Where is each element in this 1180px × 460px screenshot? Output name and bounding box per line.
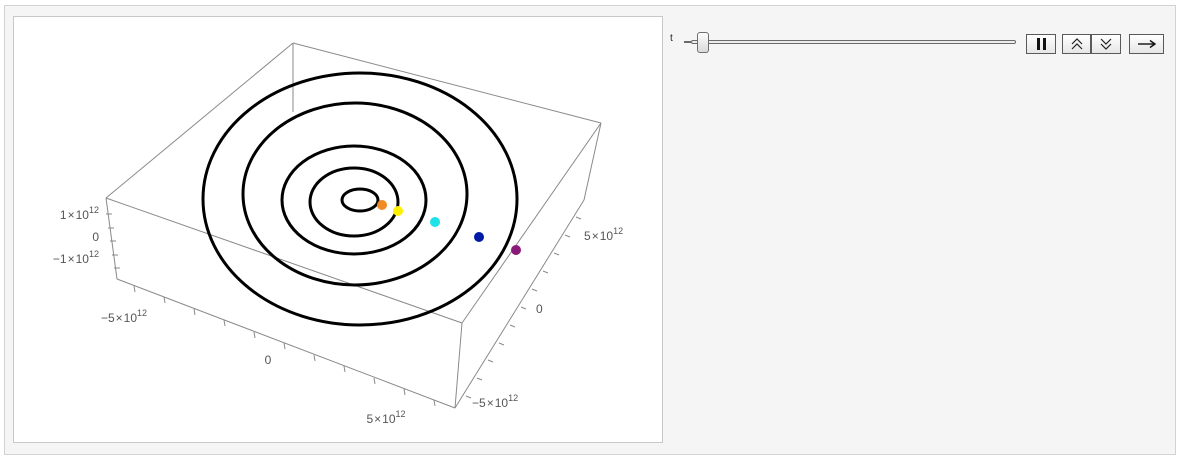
box-edge bbox=[105, 42, 294, 199]
box-edge bbox=[454, 199, 585, 409]
box-edge bbox=[461, 122, 602, 324]
planet-marker-blue bbox=[474, 232, 484, 242]
bounding-box bbox=[105, 42, 602, 409]
box-edge bbox=[583, 122, 602, 201]
double-chevron-down-icon bbox=[1100, 38, 1112, 50]
orbit-1 bbox=[340, 187, 380, 213]
slower-button[interactable] bbox=[1091, 34, 1121, 54]
plot-3d-panel[interactable]: 1×1012 0 −1×1012 −5×1012 0 5×1012 5×1012… bbox=[13, 16, 663, 443]
z-tick-label: 1×1012 bbox=[60, 205, 99, 222]
box-edge bbox=[105, 197, 463, 324]
x-tick-label: −5×1012 bbox=[101, 308, 147, 325]
y-tick-label: −5×1012 bbox=[472, 393, 518, 410]
orbit-5 bbox=[201, 71, 519, 327]
planet-marker-orange bbox=[377, 200, 387, 210]
pause-button[interactable] bbox=[1026, 34, 1056, 54]
slider-label: t bbox=[670, 33, 673, 44]
tick-marks bbox=[106, 213, 582, 407]
planet-marker-cyan bbox=[430, 217, 440, 227]
orbit-3 bbox=[280, 144, 428, 256]
orbit-plot-svg: 1×1012 0 −1×1012 −5×1012 0 5×1012 5×1012… bbox=[53, 42, 623, 426]
orbits bbox=[201, 71, 519, 327]
planet-marker-purple bbox=[511, 245, 521, 255]
y-tick-label: 5×1012 bbox=[584, 226, 623, 243]
box-edge bbox=[454, 322, 463, 409]
box-edge bbox=[116, 278, 456, 409]
animation-controls: t bbox=[667, 26, 1167, 56]
t-slider-track[interactable] bbox=[691, 40, 1016, 44]
slider-endcap bbox=[684, 41, 691, 43]
manipulate-frame: 1×1012 0 −1×1012 −5×1012 0 5×1012 5×1012… bbox=[4, 5, 1176, 455]
direction-button[interactable] bbox=[1129, 34, 1164, 54]
pause-icon bbox=[1036, 38, 1046, 50]
y-tick-label: 0 bbox=[536, 302, 543, 316]
x-tick-label: 0 bbox=[265, 353, 272, 367]
z-tick-label: −1×1012 bbox=[53, 249, 99, 266]
z-tick-label: 0 bbox=[92, 230, 99, 244]
orbit-2 bbox=[308, 166, 400, 238]
faster-button[interactable] bbox=[1062, 34, 1091, 54]
box-edge bbox=[105, 197, 118, 280]
right-arrow-icon bbox=[1137, 39, 1156, 49]
double-chevron-up-icon bbox=[1071, 38, 1082, 50]
x-tick-label: 5×1012 bbox=[366, 409, 405, 426]
planet-marker-yellow bbox=[393, 206, 403, 216]
box-edge bbox=[292, 42, 602, 124]
t-slider-thumb[interactable] bbox=[697, 32, 710, 53]
orbit-4 bbox=[241, 101, 469, 287]
